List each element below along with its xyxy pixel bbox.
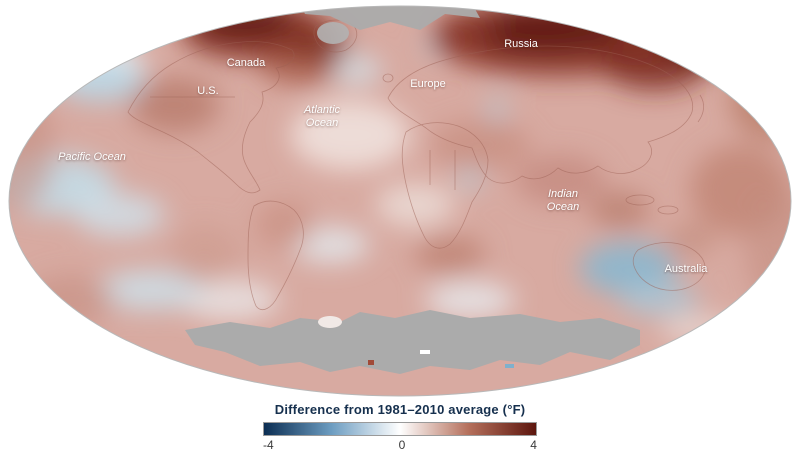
legend-tick-max: 4 (530, 438, 537, 450)
legend: Difference from 1981–2010 average (°F) -… (0, 402, 800, 450)
label-us: U.S. (197, 85, 218, 97)
legend-title: Difference from 1981–2010 average (°F) (274, 402, 526, 417)
legend-gradient-bar (263, 422, 537, 436)
label-australia: Australia (665, 263, 709, 275)
legend-tick-mid: 0 (398, 438, 406, 450)
label-atlantic-ocean-line2: Ocean (306, 117, 338, 129)
globe-rim (8, 5, 792, 397)
label-indian-ocean-line2: Ocean (547, 201, 579, 213)
no-data-antarctica (185, 310, 640, 374)
label-russia: Russia (504, 38, 539, 50)
label-atlantic-ocean-line1: Atlantic (303, 104, 341, 116)
coastline-outlines (127, 19, 706, 310)
cool-anomaly-south-of-australia (580, 242, 676, 294)
legend-ticks: -4 0 4 (263, 438, 537, 450)
legend-colorbar (263, 422, 537, 436)
world-anomaly-map: Canada U.S. Russia Europe Australia Paci… (8, 5, 792, 397)
label-canada: Canada (227, 57, 266, 69)
map-labels: Canada U.S. Russia Europe Australia Paci… (58, 38, 708, 275)
label-europe: Europe (410, 78, 445, 90)
legend-tick-min: -4 (263, 438, 274, 450)
label-indian-ocean-line1: Indian (548, 188, 578, 200)
label-pacific-ocean: Pacific Ocean (58, 151, 126, 163)
